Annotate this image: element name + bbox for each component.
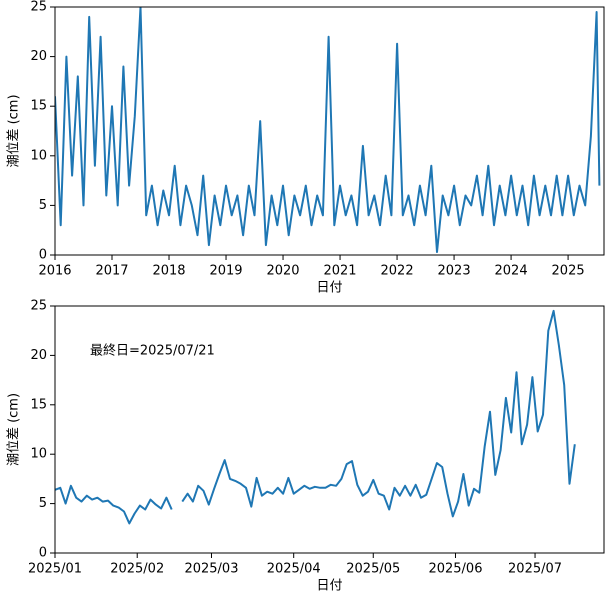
x-tick-label: 2025/05 [346,562,400,577]
x-tick-label: 2025/06 [428,562,482,577]
data-line [55,7,601,253]
axes-frame [54,6,605,256]
x-tick-label: 2023 [438,264,471,279]
x-tick-label: 2017 [95,264,128,279]
y-tick-label: 0 [39,248,47,263]
y-tick-label: 15 [30,397,47,412]
x-axis-label: 日付 [316,281,342,296]
y-axis-label: 潮位差 (cm) [7,393,22,466]
x-tick-label: 2016 [38,264,71,279]
x-tick-label: 2025/02 [110,562,164,577]
data-line [55,309,576,525]
x-tick-label: 2021 [323,264,356,279]
y-tick-label: 20 [30,49,47,64]
y-tick-label: 15 [30,99,47,114]
y-tick-label: 5 [39,496,47,511]
x-tick-label: 2025 [552,264,585,279]
x-tick-label: 2025/03 [184,562,238,577]
y-tick-label: 25 [30,0,47,15]
x-tick-label: 2022 [381,264,414,279]
y-tick-label: 20 [30,348,47,363]
x-tick-label: 2025/04 [267,562,321,577]
y-tick-label: 10 [30,148,47,163]
y-tick-label: 25 [30,299,47,314]
x-tick-label: 2020 [266,264,299,279]
x-tick-label: 2025/01 [28,562,82,577]
y-tick-label: 5 [39,198,47,213]
axes-frame [54,305,605,554]
plot-area [55,7,601,253]
x-tick-label: 2025/07 [508,562,562,577]
y-axis-label: 潮位差 (cm) [7,94,22,167]
annotation: 最終日=2025/07/21 [90,343,215,359]
x-tick-label: 2018 [152,264,185,279]
x-tick-label: 2024 [495,264,528,279]
x-axis-label: 日付 [316,579,342,594]
y-tick-label: 10 [30,447,47,462]
y-tick-label: 0 [39,546,47,561]
x-tick-label: 2019 [209,264,242,279]
plot-area [55,309,576,525]
